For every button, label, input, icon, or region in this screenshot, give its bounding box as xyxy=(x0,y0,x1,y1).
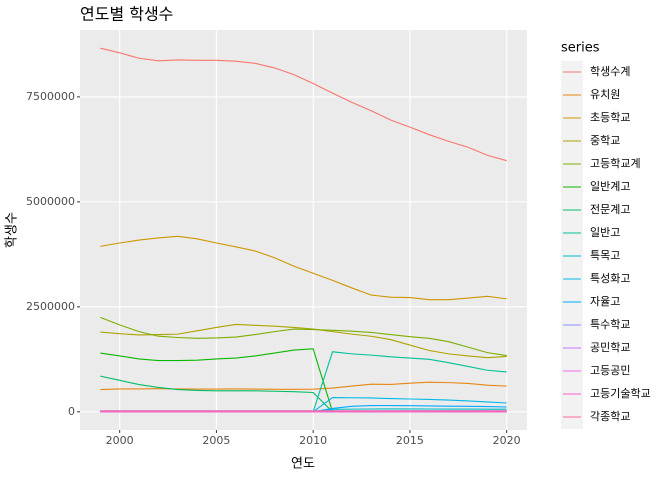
series-line xyxy=(100,47,507,162)
legend-label: 고등기술학교 xyxy=(590,387,651,400)
legend-label: 전문계고 xyxy=(590,203,630,216)
legend-label: 특수학교 xyxy=(590,318,630,331)
legend-label: 유치원 xyxy=(590,88,620,101)
legend-label: 고등학교계 xyxy=(590,157,641,170)
legend-label: 공민학교 xyxy=(590,341,630,354)
legend-label: 자율고 xyxy=(590,295,620,308)
series-line xyxy=(100,235,507,301)
legend-label: 중학교 xyxy=(590,134,620,147)
y-axis-label: 학생수 xyxy=(5,212,20,248)
series-line xyxy=(100,323,507,359)
legend-label: 초등학교 xyxy=(590,111,630,124)
y-tick-label: 0 xyxy=(68,405,75,418)
plot-panel xyxy=(80,30,527,430)
legend-label: 일반계고 xyxy=(590,179,630,193)
y-tick-label: 5000000 xyxy=(26,195,75,208)
legend-label: 학생수계 xyxy=(590,65,630,78)
x-axis-label: 연도 xyxy=(291,457,315,472)
y-tick-label: 7500000 xyxy=(26,90,75,103)
legend-label: 특목고 xyxy=(590,249,620,262)
x-tick-label: 2015 xyxy=(396,434,424,447)
x-tick-label: 2020 xyxy=(493,434,521,447)
legend-label: 고등공민 xyxy=(590,364,630,377)
x-tick-label: 2010 xyxy=(299,434,327,447)
x-tick-label: 2000 xyxy=(106,434,134,447)
x-tick-label: 2005 xyxy=(202,434,230,447)
legend-title: series xyxy=(561,41,600,56)
legend-label: 일반고 xyxy=(590,225,620,239)
chart-title: 연도별 학생수 xyxy=(80,5,173,24)
y-tick-label: 2500000 xyxy=(26,300,75,313)
legend-label: 특성화고 xyxy=(590,272,630,285)
series-line xyxy=(100,316,507,357)
legend-label: 각종학교 xyxy=(590,410,630,423)
